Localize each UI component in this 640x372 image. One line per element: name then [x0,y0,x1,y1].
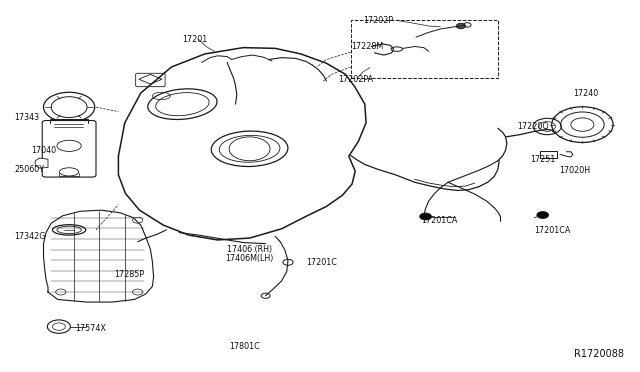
Text: 17220Q: 17220Q [517,122,549,131]
Circle shape [537,212,548,218]
Text: 17406 (RH): 17406 (RH) [227,245,273,254]
Circle shape [456,23,465,29]
Text: 17343: 17343 [14,113,39,122]
Circle shape [420,213,431,220]
Bar [540,151,557,158]
Text: 17020H: 17020H [559,166,590,175]
Text: 17285P: 17285P [114,270,144,279]
Text: 17201C: 17201C [306,258,337,267]
Polygon shape [35,158,48,168]
Text: 17342G: 17342G [14,232,45,241]
Text: 17240: 17240 [573,89,598,97]
Text: 17202P: 17202P [364,16,394,25]
Text: 17040: 17040 [31,146,56,155]
Text: R1720088: R1720088 [574,349,624,359]
Text: 17201: 17201 [182,35,207,44]
Text: 17201CA: 17201CA [421,216,458,225]
Text: 17251: 17251 [530,155,556,164]
Text: 17801C: 17801C [229,342,260,351]
Text: 17406M(LH): 17406M(LH) [225,254,274,263]
Text: 17574X: 17574X [76,324,106,333]
Text: 17202PA: 17202PA [338,76,373,84]
FancyBboxPatch shape [42,121,96,177]
Text: 17201CA: 17201CA [534,226,571,235]
Text: 25060Y: 25060Y [14,165,44,174]
Text: 17228M: 17228M [351,42,383,51]
Bar [351,20,498,78]
